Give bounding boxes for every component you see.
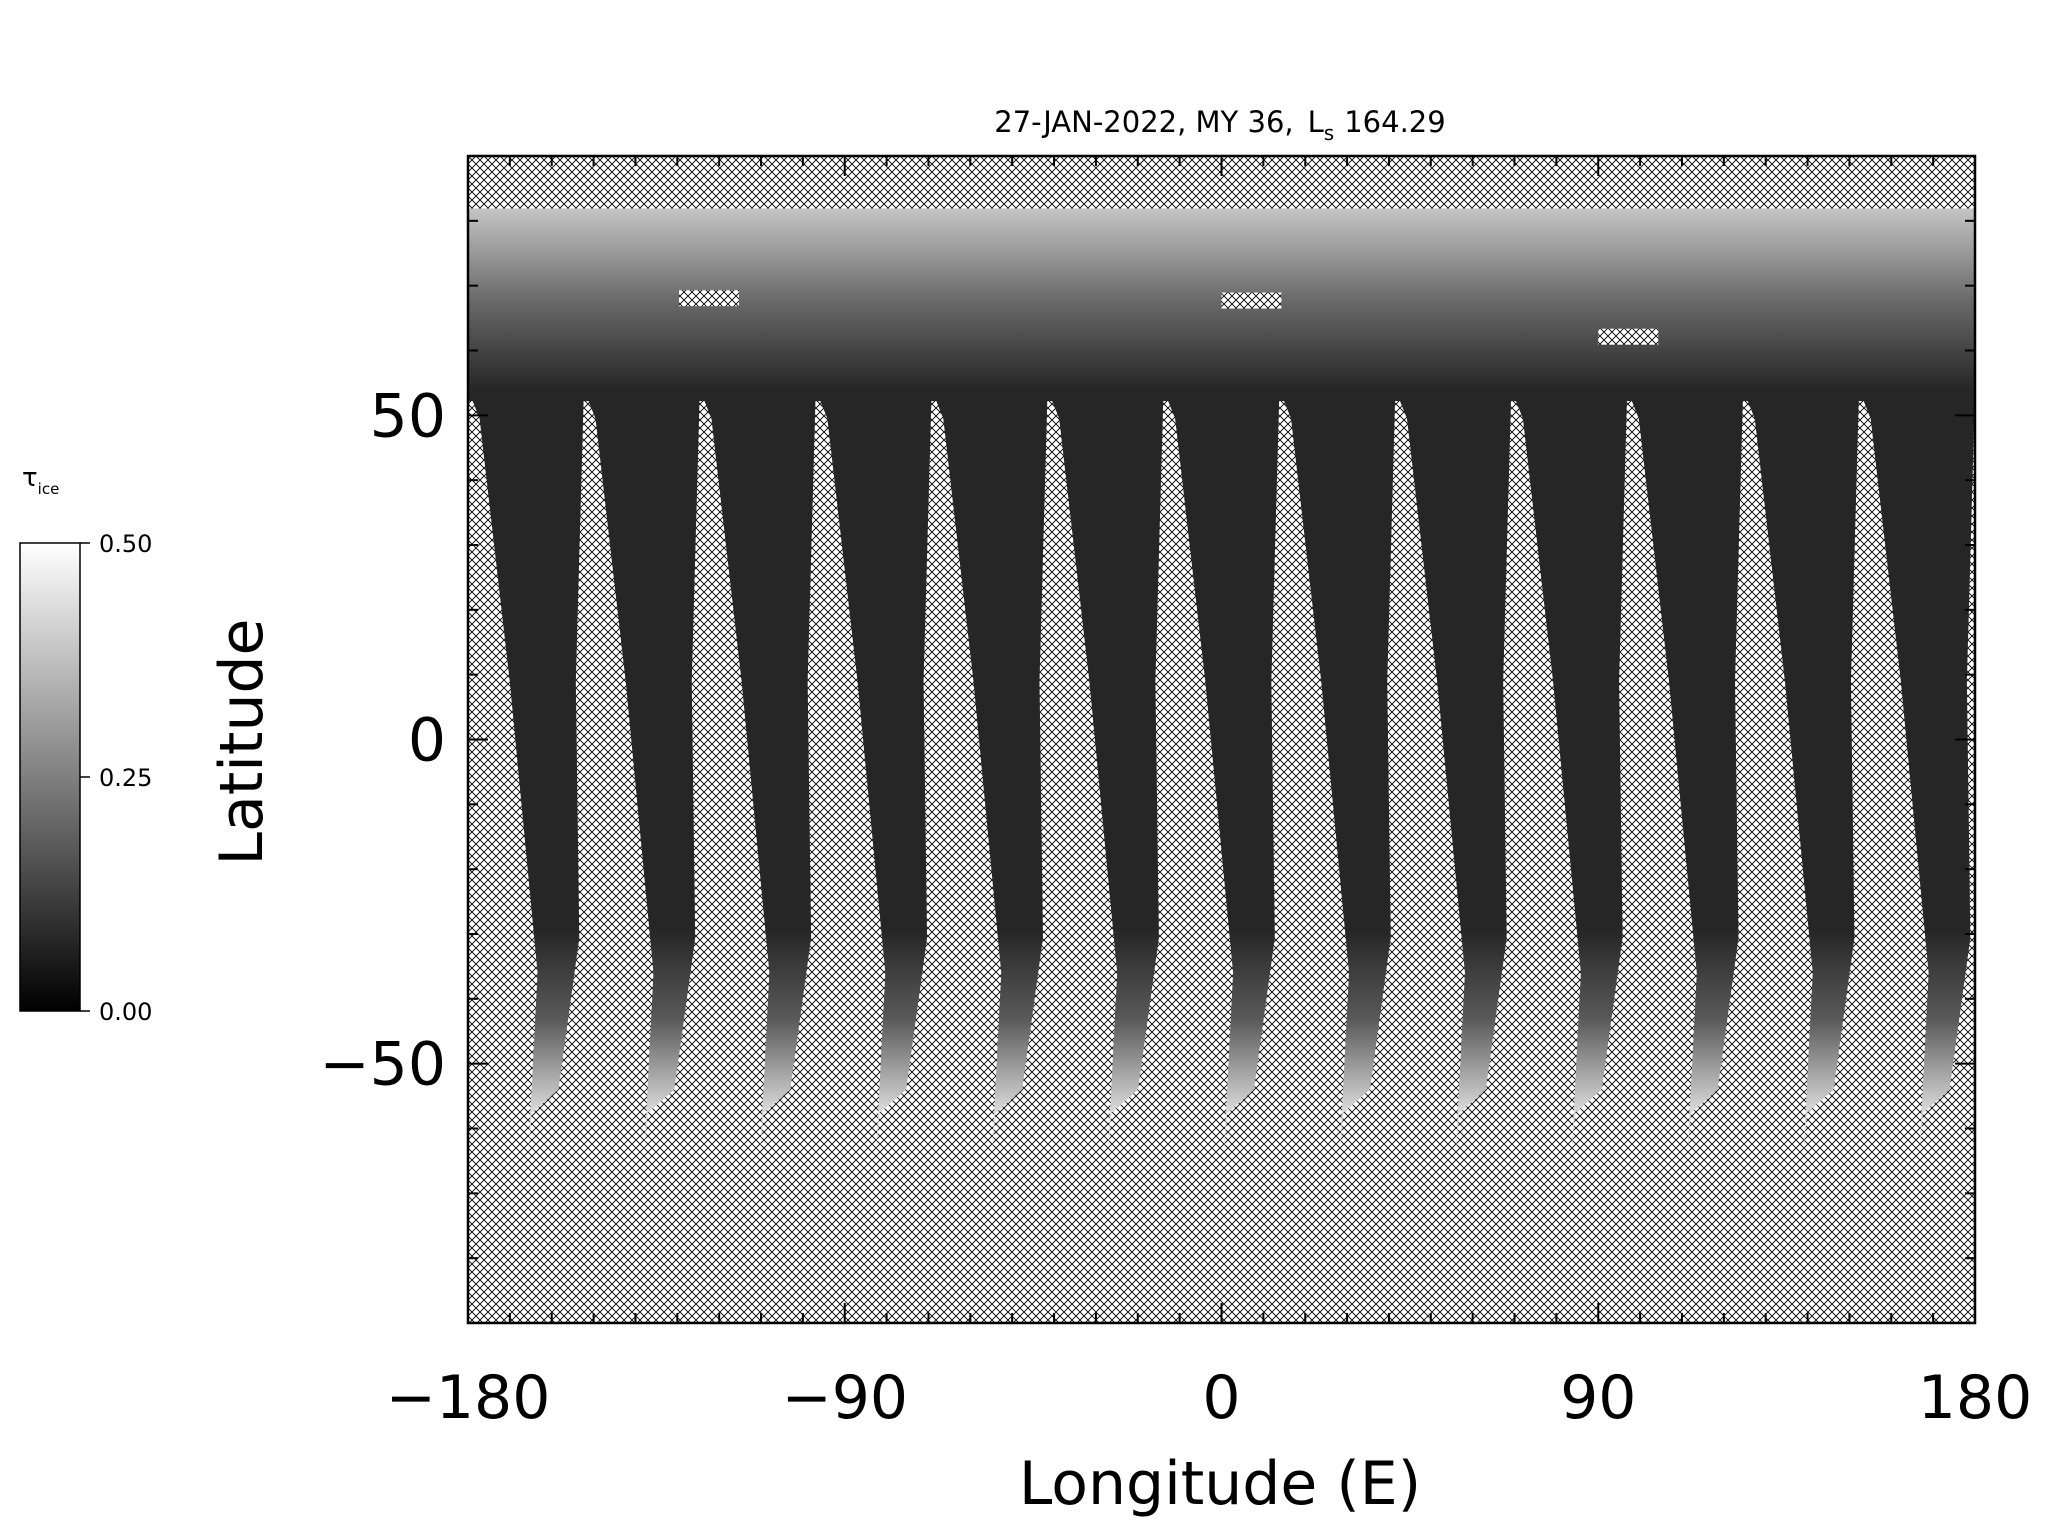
- chart-title: 27-JAN-2022, MY 36, Ls 164.29: [994, 105, 1445, 145]
- swath: [468, 389, 584, 1154]
- y-tick-label: −50: [319, 1030, 446, 1100]
- swath: [931, 389, 1048, 1154]
- x-tick-label: −90: [781, 1363, 908, 1433]
- colorbar-tick-label: 0.50: [99, 530, 152, 558]
- colorbar: [19, 542, 81, 1012]
- swath-gap: [1221, 292, 1282, 309]
- swath: [1047, 389, 1164, 1154]
- swaths: [468, 208, 1975, 1154]
- swath: [1859, 389, 1975, 1154]
- swath: [1279, 389, 1396, 1154]
- colorbar-symbol: τ: [22, 463, 38, 493]
- swath: [1627, 389, 1744, 1154]
- title-symbol: L: [1308, 105, 1324, 139]
- colorbar-tick-label: 0.00: [99, 998, 152, 1026]
- swath: [1163, 389, 1280, 1154]
- x-tick-label: 180: [1918, 1363, 2033, 1433]
- x-axis-label: Longitude (E): [1019, 1449, 1421, 1519]
- swath: [699, 389, 816, 1154]
- swath: [1511, 389, 1628, 1154]
- y-tick-label: 0: [408, 706, 446, 776]
- colorbar-label: τice: [22, 463, 59, 498]
- title-subscript: s: [1324, 121, 1334, 145]
- swath: [815, 389, 932, 1154]
- swath: [583, 389, 700, 1154]
- swath-gap: [678, 290, 739, 307]
- plot-area: [466, 154, 1977, 1325]
- x-tick-label: 0: [1202, 1363, 1240, 1433]
- swath: [1743, 389, 1860, 1154]
- title-text: 27-JAN-2022, MY 36,: [994, 105, 1293, 139]
- x-tick-label: 90: [1560, 1363, 1636, 1433]
- y-tick-label: 50: [370, 381, 446, 451]
- y-axis-label: Latitude: [207, 619, 277, 866]
- swath-gap: [1598, 328, 1659, 345]
- swath: [1395, 389, 1512, 1154]
- x-tick-label: −180: [386, 1363, 551, 1433]
- colorbar-subscript: ice: [38, 480, 60, 498]
- colorbar-tick-label: 0.25: [99, 764, 152, 792]
- title-value: 164.29: [1344, 105, 1445, 139]
